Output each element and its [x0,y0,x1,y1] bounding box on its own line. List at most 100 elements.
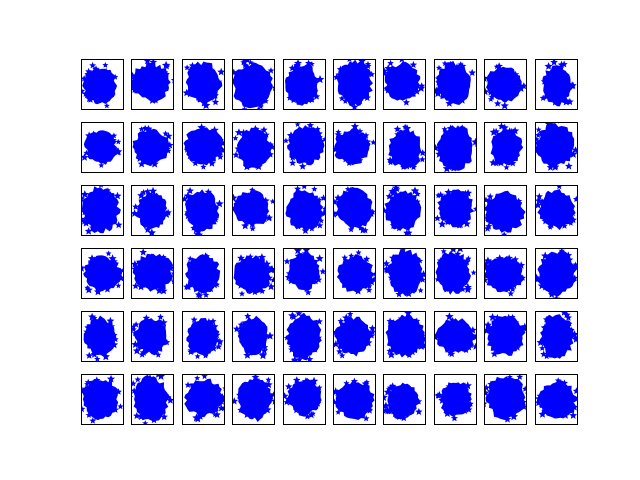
axes-frame [535,185,578,236]
point-stars [484,254,526,297]
points [333,377,375,422]
point-stars [341,249,375,295]
subplot [81,185,124,236]
axes-frame [182,374,225,425]
point-cloud [131,62,171,102]
subplot [283,185,326,236]
axes-frame [535,311,578,362]
axes-frame [131,374,174,425]
point-cloud [237,378,272,422]
subplot [383,59,426,110]
points [489,122,524,171]
point-cloud [133,317,168,356]
axes-frame [383,374,426,425]
point-stars [484,313,526,358]
point-cloud [539,314,575,359]
points [383,59,425,106]
points [333,122,375,166]
subplot [283,59,326,110]
point-cloud [484,190,526,233]
axes-frame [383,311,426,362]
axes-frame [484,59,527,110]
points [182,61,224,109]
points [484,62,526,109]
point-cloud [537,189,576,231]
axes-frame [283,59,326,110]
subplot [232,185,275,236]
subplot [333,185,376,236]
point-stars [131,248,173,295]
subplot [383,185,426,236]
axes-frame [81,59,124,110]
point-cloud [435,251,471,295]
point-stars [434,381,474,422]
points [186,316,224,359]
points [232,59,274,109]
point-cloud [334,315,372,357]
point-stars [81,250,123,296]
point-stars [294,185,325,234]
points [535,122,577,171]
points [383,248,425,298]
subplot [535,185,578,236]
axes-frame [232,122,275,173]
axes-frame [81,311,124,362]
point-cloud [336,254,375,293]
point-cloud [286,378,322,417]
subplot [333,122,376,173]
subplot [383,311,426,362]
point-stars [535,377,577,419]
points [333,186,375,234]
subplot [333,248,376,299]
point-stars [283,122,325,170]
point-stars [135,124,173,168]
point-stars [383,248,425,298]
points [535,185,577,231]
point-stars [539,59,577,106]
point-cloud [83,130,117,165]
axes-frame [333,122,376,173]
point-stars [386,311,425,359]
point-cloud [82,67,118,105]
subplot [484,311,527,362]
points [83,312,119,361]
axes-frame [535,122,578,173]
point-stars [434,188,476,229]
point-cloud [285,63,319,106]
point-cloud [289,252,321,291]
subplot [383,248,426,299]
points [81,185,123,235]
points [434,60,476,107]
subplot [484,185,527,236]
points [536,311,577,360]
axes-frame [81,185,124,236]
axes-frame [383,122,426,173]
point-stars [484,62,526,109]
subplot [232,311,275,362]
axes-frame [81,122,124,173]
point-cloud [337,59,373,107]
points [131,313,171,358]
point-cloud [136,192,167,229]
points [81,61,119,109]
axes-frame [484,248,527,299]
axes-frame [283,122,326,173]
axes-frame [283,185,326,236]
axes-frame [81,374,124,425]
subplot [182,59,225,110]
points [183,123,224,170]
subplot [182,248,225,299]
axes-frame [182,122,225,173]
point-cloud [285,189,324,231]
point-stars [434,60,476,107]
points [484,374,526,423]
subplot [232,59,275,110]
point-stars [283,311,323,361]
subplot [283,311,326,362]
subplot [283,374,326,425]
subplot [182,311,225,362]
points [232,374,274,422]
axes-frame [333,59,376,110]
subplot [333,311,376,362]
point-cloud [185,61,223,104]
